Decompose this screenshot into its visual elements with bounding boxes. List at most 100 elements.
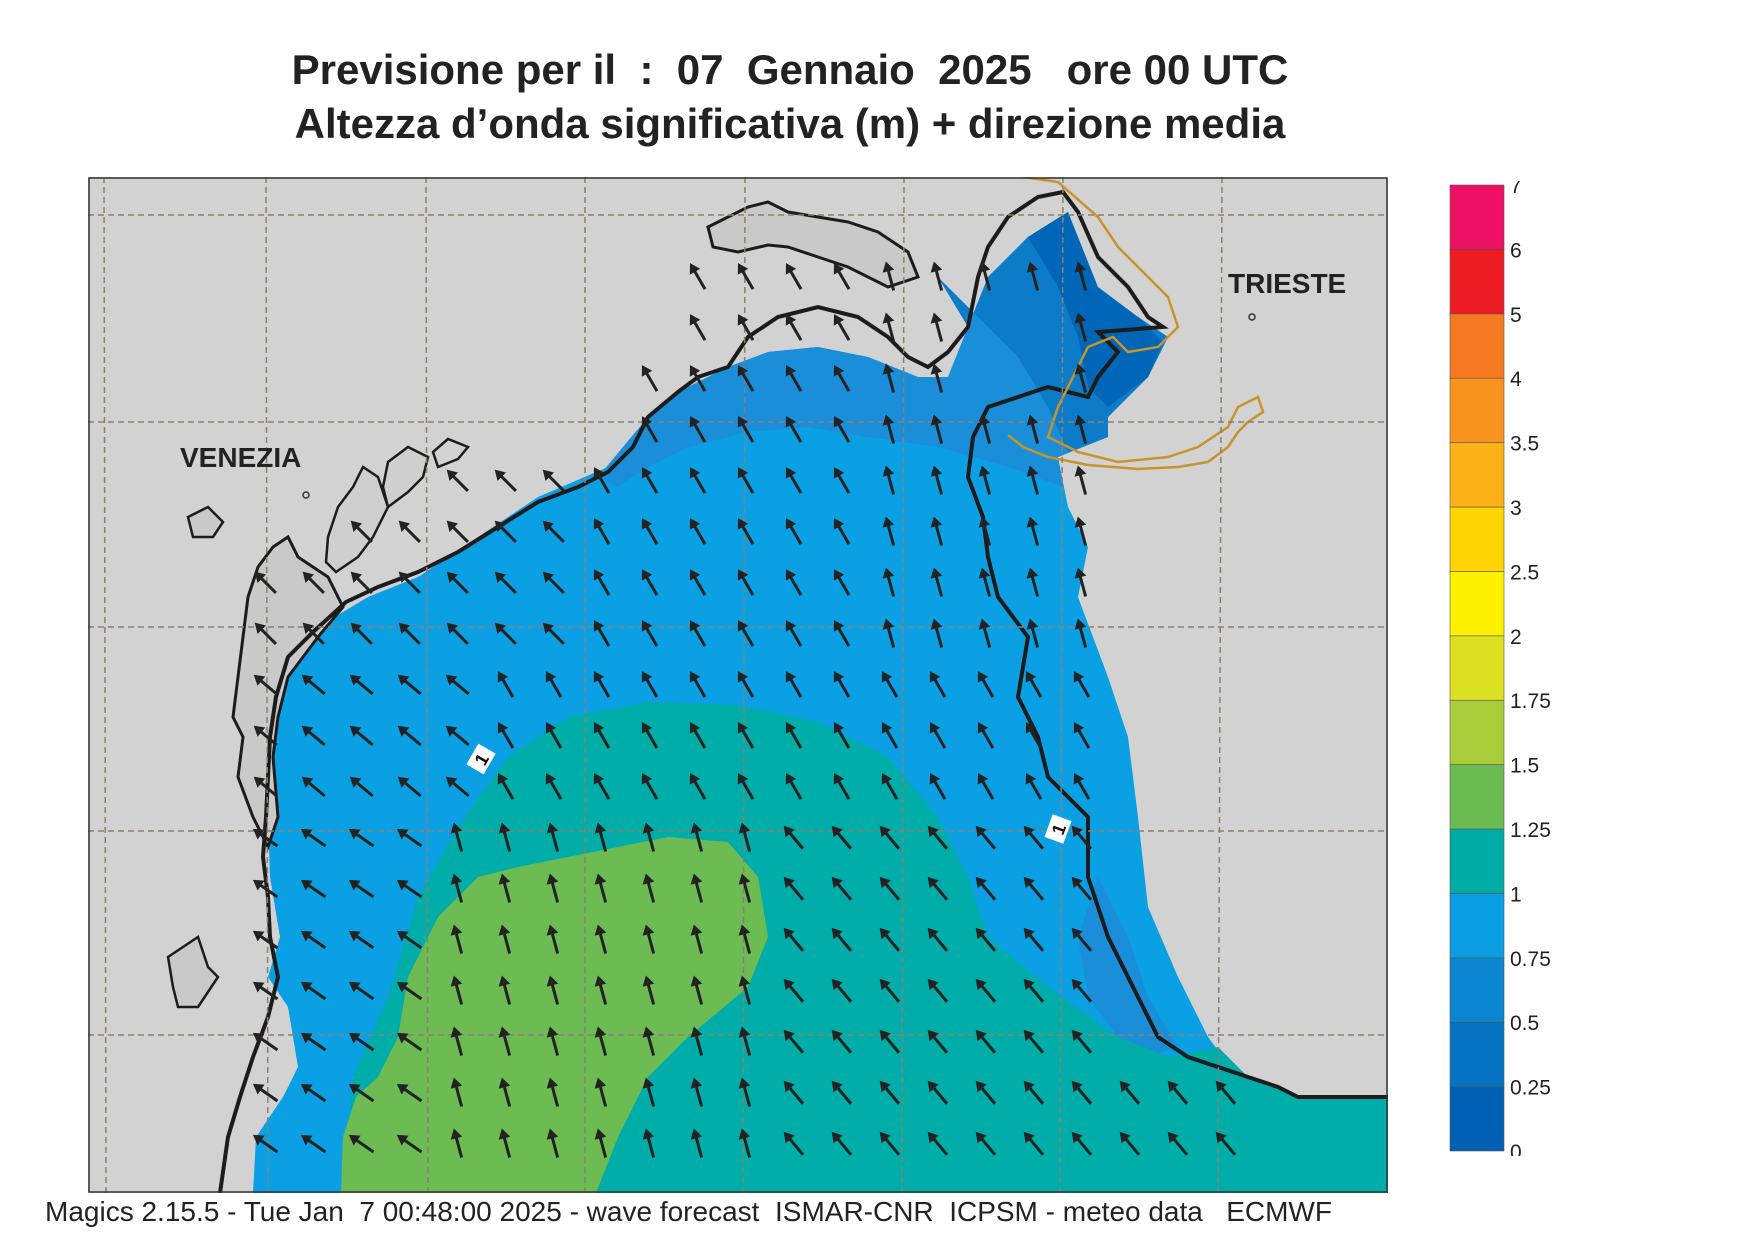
colorbar-band [1449,699,1505,765]
colorbar-tick-label: 2.5 [1510,561,1539,584]
colorbar-band [1449,442,1505,508]
direction-arrow [927,1029,949,1054]
direction-arrow [1026,414,1040,444]
colorbar-band [1449,506,1505,572]
direction-arrow [690,873,704,903]
direction-arrow [689,773,707,800]
direction-arrow [450,1026,464,1056]
direction-arrow [690,924,704,954]
direction-arrow [450,873,464,903]
direction-arrow [642,975,656,1005]
direction-arrow [594,1077,608,1107]
direction-arrow [1073,773,1091,800]
direction-arrow [833,518,851,545]
colorbar-band [1449,249,1505,315]
direction-arrow [1119,1131,1141,1156]
direction-arrow [783,876,805,901]
colorbar-band [1449,313,1505,379]
direction-arrow [879,1029,901,1054]
direction-arrow [1074,618,1088,648]
direction-arrow [594,873,608,903]
direction-arrow [450,975,464,1005]
direction-arrow [783,1029,805,1054]
direction-arrow [1023,978,1045,1003]
direction-arrow [975,1080,997,1105]
direction-arrow [977,773,995,800]
direction-arrow [301,776,326,798]
direction-arrow [1026,261,1040,291]
colorbar-band [1449,1021,1505,1087]
direction-arrow [494,469,517,492]
direction-arrow [498,1128,512,1158]
direction-arrow [641,569,659,596]
direction-arrow [542,520,565,543]
direction-arrow [927,876,949,901]
direction-arrow [879,876,901,901]
direction-arrow [689,518,707,545]
colorbar-tick-label: 1 [1510,883,1522,906]
wave-direction-arrows [252,261,1237,1158]
direction-arrow [348,981,375,1001]
direction-arrow [689,722,707,749]
direction-arrow [593,518,611,545]
direction-arrow [593,671,611,698]
direction-arrow [930,618,944,648]
direction-arrow [546,1077,560,1107]
direction-arrow [497,722,515,749]
colorbar-tick-label: 3 [1510,497,1522,520]
direction-arrow [593,569,611,596]
direction-arrow [641,722,659,749]
direction-arrow [397,776,422,798]
direction-arrow [445,674,470,696]
direction-arrow [300,1032,327,1052]
direction-arrow [398,571,421,594]
direction-arrow [689,365,707,392]
direction-arrow [785,620,803,647]
direction-arrow [398,622,421,645]
direction-arrow [349,725,374,747]
direction-arrow [349,674,374,696]
direction-arrow [831,1131,853,1156]
colorbar-band [1449,184,1505,250]
direction-arrow [785,722,803,749]
direction-arrow [882,465,896,495]
colorbar-tick-label: 0 [1510,1141,1522,1156]
direction-arrow [1074,312,1088,342]
direction-arrow [253,674,278,696]
direction-arrow [927,1131,949,1156]
direction-arrow [930,414,944,444]
direction-arrow [594,1026,608,1056]
direction-arrow [975,927,997,952]
direction-arrow [253,776,278,798]
contour-label: 1 [466,743,496,775]
direction-arrow [833,365,851,392]
direction-arrow [1023,1029,1045,1054]
direction-arrow [930,261,944,291]
direction-arrow [641,773,659,800]
contour-label: 1 [1044,814,1072,844]
direction-arrow [1071,1080,1093,1105]
direction-arrow [300,930,327,950]
direction-arrow [494,571,517,594]
direction-arrow [879,978,901,1003]
direction-arrow [737,620,755,647]
direction-arrow [446,622,469,645]
direction-arrow [593,773,611,800]
direction-arrow [252,930,279,950]
direction-arrow [1074,261,1088,291]
direction-arrow [833,620,851,647]
colorbar-tick-label: 0.5 [1510,1012,1539,1035]
direction-arrow [783,1080,805,1105]
direction-arrow [545,722,563,749]
direction-arrow [252,828,279,848]
direction-arrow [833,773,851,800]
colorbar-tick-label: 3.5 [1510,433,1539,456]
direction-arrow [975,1029,997,1054]
direction-arrow [1074,465,1088,495]
direction-arrow [978,465,992,495]
direction-arrow [350,622,373,645]
direction-arrow [348,828,375,848]
direction-arrow [689,314,707,341]
direction-arrow [641,365,659,392]
direction-arrow [300,981,327,1001]
